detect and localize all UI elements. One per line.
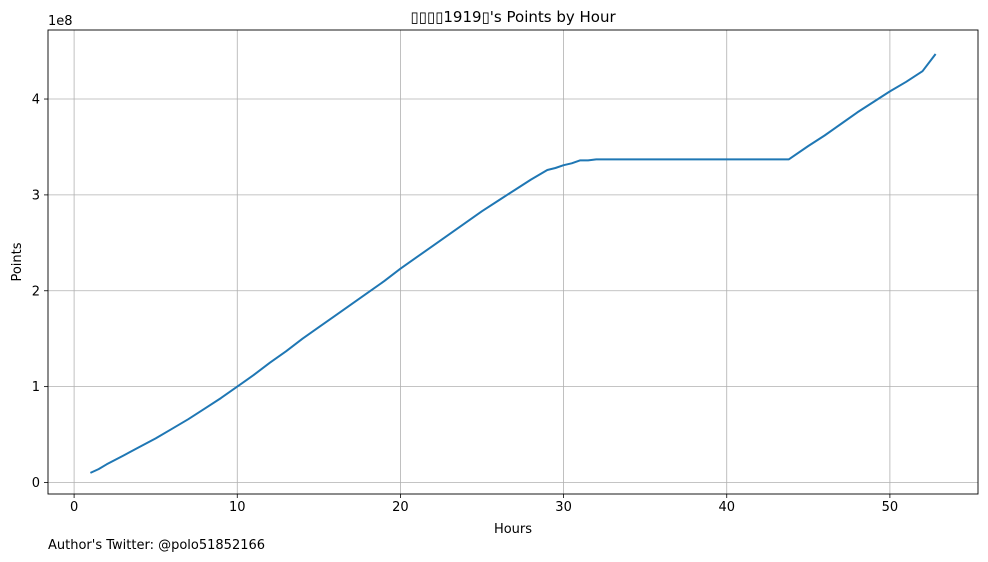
series-line <box>89 53 937 474</box>
x-tick-label: 0 <box>70 500 78 515</box>
plot-frame <box>47 29 979 495</box>
x-tick-label: 20 <box>392 500 409 515</box>
series-layer <box>89 53 937 474</box>
y-tick-label: 2 <box>32 284 40 299</box>
y-tick-label: 4 <box>32 93 40 108</box>
x-tick-label: 40 <box>718 500 735 515</box>
y-tick-label: 1 <box>32 380 40 395</box>
axis-ticks: 0 10 20 30 40 50 0 1 2 3 4 <box>32 93 898 515</box>
chart-title: ▯▯▯▯1919▯'s Points by Hour <box>410 8 616 26</box>
y-offset-label: 1e8 <box>48 14 73 29</box>
x-axis-label: Hours <box>494 522 532 537</box>
x-tick-label: 30 <box>555 500 572 515</box>
y-tick-label: 3 <box>32 188 40 203</box>
y-axis-label: Points <box>10 242 25 281</box>
author-twitter-note: Author's Twitter: @polo51852166 <box>48 538 266 553</box>
x-tick-label: 50 <box>882 500 899 515</box>
x-tick-label: 10 <box>229 500 246 515</box>
grid-lines <box>48 30 978 494</box>
y-tick-label: 0 <box>32 476 40 491</box>
